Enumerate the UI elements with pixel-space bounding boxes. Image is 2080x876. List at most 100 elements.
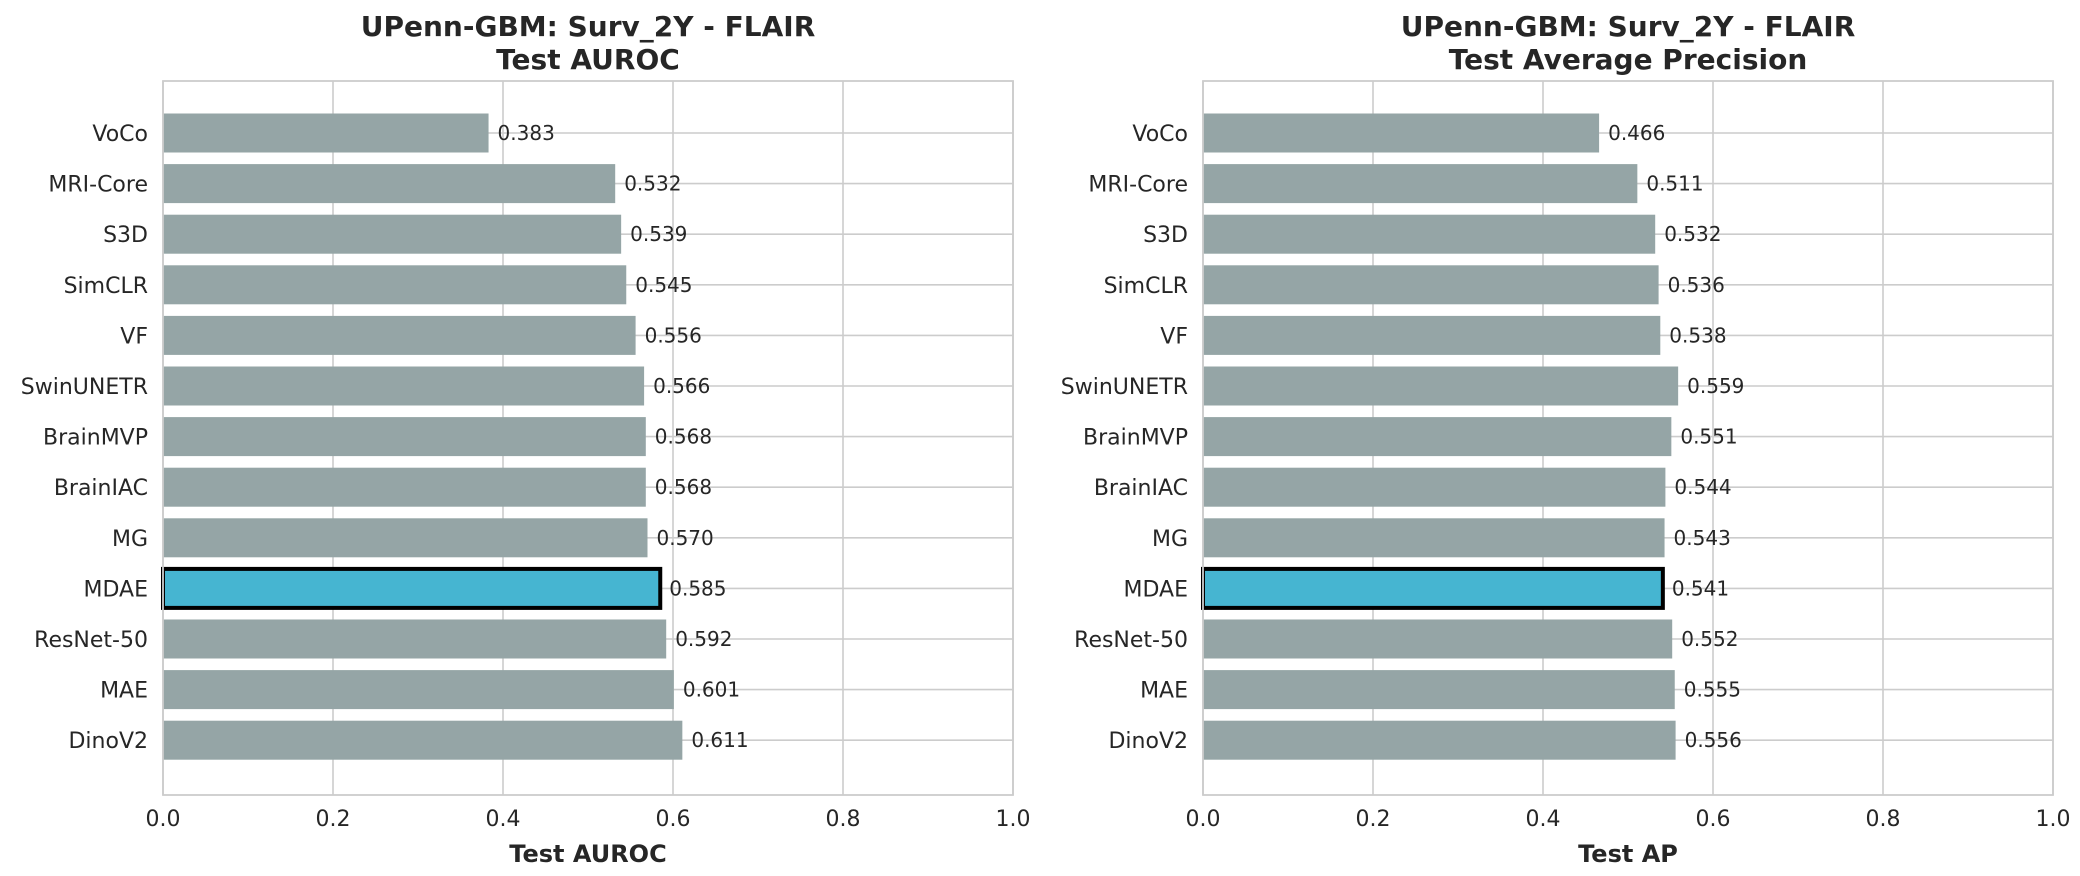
- x-tick-label: 0.2: [316, 807, 351, 832]
- category-label: BrainIAC: [54, 476, 148, 501]
- chart-panel-auroc: 0.383 VoCo 0.532 MRI-Core 0.539 S3D 0.545 SimCL…: [21, 10, 1031, 868]
- bar-mdae: [161, 566, 663, 610]
- category-label: VF: [1160, 324, 1188, 349]
- bar-brainmvp: [163, 417, 646, 457]
- category-label: BrainMVP: [1083, 426, 1188, 451]
- category-label: ResNet-50: [34, 628, 148, 653]
- category-label: DinoV2: [1108, 729, 1188, 754]
- auroc-bar-chart: 0.383 VoCo 0.532 MRI-Core 0.539 S3D 0.545 SimCL…: [21, 10, 1031, 868]
- x-tick-label: 1.0: [996, 807, 1031, 832]
- chart-title-line-1: UPenn-GBM: Surv_2Y - FLAIR: [1401, 10, 1856, 43]
- plot-frame: [1202, 80, 2054, 796]
- x-axis-label: Test AP: [1578, 840, 1678, 868]
- value-label: 0.570: [657, 526, 714, 550]
- value-label: 0.611: [691, 728, 748, 752]
- value-label: 0.466: [1608, 121, 1665, 145]
- category-label: MAE: [100, 679, 148, 704]
- bar-voco: [163, 113, 489, 153]
- category-label: VoCo: [1132, 122, 1188, 147]
- bar-brainmvp: [1203, 417, 1672, 457]
- x-tick-label: 0.8: [826, 807, 861, 832]
- value-label: 0.601: [683, 678, 740, 702]
- category-label: MRI-Core: [1088, 173, 1188, 198]
- bar-resnet-50: [163, 619, 667, 659]
- value-label: 0.556: [645, 323, 702, 347]
- plot-frame: [162, 80, 1014, 796]
- bar-mri-core: [1203, 164, 1638, 204]
- value-label: 0.568: [655, 475, 712, 499]
- bar-brainiac: [163, 467, 646, 507]
- value-label: 0.532: [1664, 222, 1721, 246]
- category-label: MDAE: [84, 577, 149, 602]
- bar-s3d: [1203, 214, 1656, 254]
- bar-swinunetr: [1203, 366, 1679, 406]
- category-label: VF: [120, 324, 148, 349]
- x-tick-label: 0.6: [1696, 807, 1731, 832]
- bar-simclr: [163, 265, 627, 305]
- bar-mri-core: [163, 164, 616, 204]
- bar-brainiac: [1203, 467, 1666, 507]
- category-label: ResNet-50: [1074, 628, 1188, 653]
- value-label: 0.511: [1646, 172, 1703, 196]
- value-label: 0.538: [1669, 323, 1726, 347]
- value-label: 0.559: [1687, 374, 1744, 398]
- category-label: MG: [1152, 527, 1188, 552]
- category-label: MRI-Core: [48, 173, 148, 198]
- category-label: MG: [112, 527, 148, 552]
- chart-title-line-2: Test Average Precision: [1449, 43, 1808, 76]
- category-label: SwinUNETR: [21, 375, 148, 400]
- value-label: 0.543: [1674, 526, 1731, 550]
- chart-title-line-1: UPenn-GBM: Surv_2Y - FLAIR: [361, 10, 816, 43]
- value-label: 0.544: [1674, 475, 1731, 499]
- bar-voco: [1203, 113, 1600, 153]
- chart-title-line-2: Test AUROC: [496, 43, 680, 76]
- value-label: 0.555: [1684, 678, 1741, 702]
- value-label: 0.585: [669, 576, 726, 600]
- category-label: VoCo: [92, 122, 148, 147]
- value-label: 0.552: [1681, 627, 1738, 651]
- bar-mae: [163, 670, 674, 710]
- bar-vf: [1203, 315, 1661, 355]
- category-label: SimCLR: [64, 274, 148, 299]
- value-label: 0.568: [655, 425, 712, 449]
- value-label: 0.556: [1685, 728, 1742, 752]
- x-tick-label: 0.4: [486, 807, 521, 832]
- average-precision-bar-chart: 0.466 VoCo 0.511 MRI-Core 0.532 S3D 0.536 SimCL…: [1061, 10, 2071, 868]
- value-label: 0.541: [1672, 576, 1729, 600]
- category-label: S3D: [103, 223, 148, 248]
- value-label: 0.545: [635, 273, 692, 297]
- category-label: MDAE: [1124, 577, 1189, 602]
- bar-resnet-50: [1203, 619, 1673, 659]
- x-axis-label: Test AUROC: [509, 840, 666, 868]
- category-label: SwinUNETR: [1061, 375, 1188, 400]
- bar-mdae: [1201, 566, 1665, 610]
- bar-s3d: [163, 214, 622, 254]
- x-tick-label: 0.0: [1186, 807, 1221, 832]
- category-label: BrainMVP: [43, 426, 148, 451]
- x-tick-label: 0.0: [146, 807, 181, 832]
- x-tick-label: 0.6: [656, 807, 691, 832]
- value-label: 0.383: [498, 121, 555, 145]
- x-tick-label: 0.2: [1356, 807, 1391, 832]
- value-label: 0.551: [1680, 425, 1737, 449]
- category-label: DinoV2: [68, 729, 148, 754]
- x-tick-label: 0.4: [1526, 807, 1561, 832]
- category-label: BrainIAC: [1094, 476, 1188, 501]
- category-label: SimCLR: [1104, 274, 1188, 299]
- value-label: 0.536: [1668, 273, 1725, 297]
- value-label: 0.532: [624, 172, 681, 196]
- x-tick-label: 1.0: [2036, 807, 2071, 832]
- bar-dinov2: [1203, 720, 1676, 760]
- category-label: S3D: [1143, 223, 1188, 248]
- bar-mg: [163, 518, 648, 558]
- value-label: 0.592: [675, 627, 732, 651]
- category-label: MAE: [1140, 679, 1188, 704]
- bar-vf: [163, 315, 636, 355]
- bar-mae: [1203, 670, 1675, 710]
- value-label: 0.566: [653, 374, 710, 398]
- value-label: 0.539: [630, 222, 687, 246]
- bar-mg: [1203, 518, 1665, 558]
- bar-swinunetr: [163, 366, 645, 406]
- bar-simclr: [1203, 265, 1659, 305]
- bar-dinov2: [163, 720, 683, 760]
